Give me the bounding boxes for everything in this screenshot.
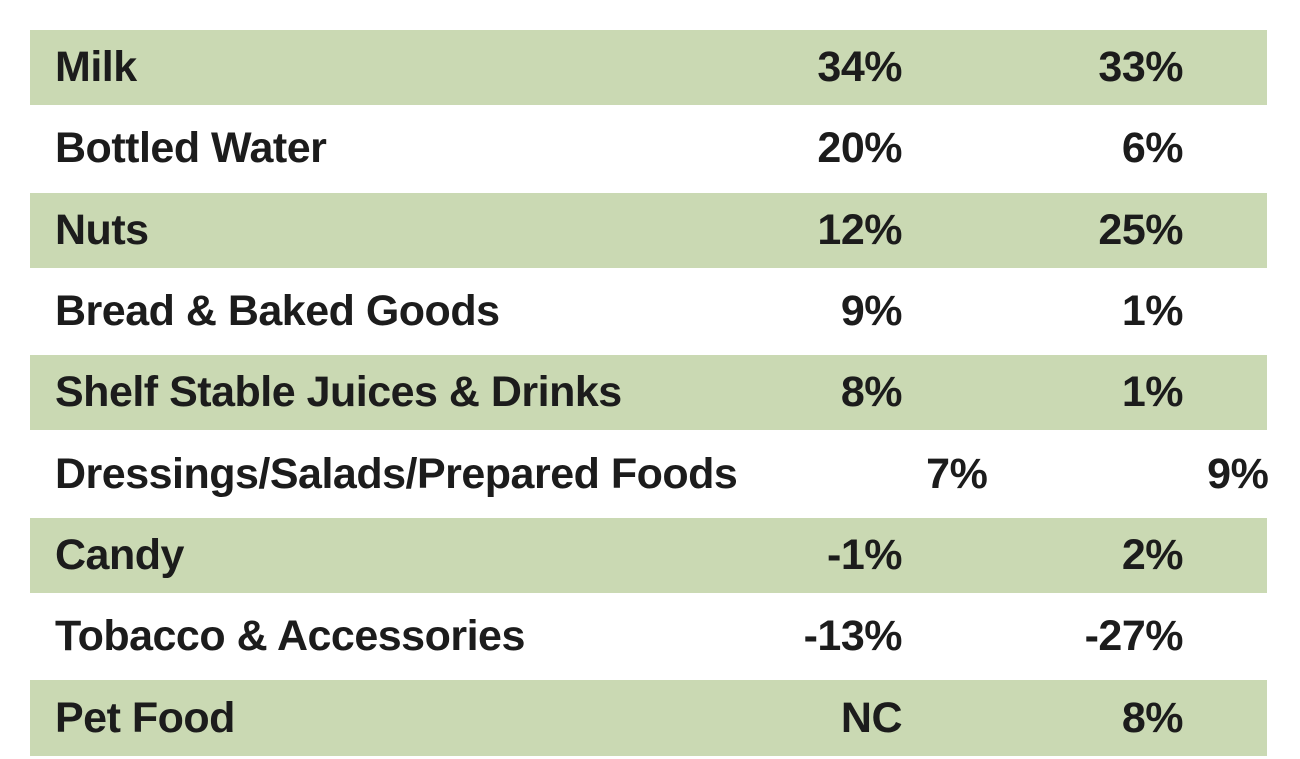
category-growth-table: Milk 34% 33% Bottled Water 20% 6% Nuts 1… (30, 27, 1269, 759)
table-row: Nuts 12% 25% (30, 189, 1267, 271)
table-row: Bottled Water 20% 6% (30, 108, 1267, 189)
category-cell: Candy (55, 530, 184, 579)
table-row: Tobacco & Accessories -13% -27% (30, 596, 1267, 677)
value2-cell: 8% (1121, 693, 1184, 742)
value2-cell: 6% (1121, 124, 1184, 173)
value1-cell: 34% (817, 43, 902, 92)
value2-cell: 1% (1121, 287, 1184, 336)
category-cell: Dressings/Salads/Prepared Foods (55, 449, 738, 498)
category-cell: Milk (55, 43, 137, 92)
table-row: Shelf Stable Juices & Drinks 8% 1% (30, 352, 1267, 434)
value2-cell: 9% (1207, 449, 1269, 498)
category-cell: Pet Food (55, 693, 235, 742)
value1-cell: NC (840, 693, 903, 742)
value1-cell: 9% (840, 287, 903, 336)
category-cell: Bread & Baked Goods (55, 287, 500, 336)
value1-cell: -1% (827, 530, 902, 579)
value1-cell: 12% (817, 205, 902, 254)
value2-cell: 1% (1121, 368, 1184, 417)
table-row: Dressings/Salads/Prepared Foods 7% 9% (30, 433, 1269, 514)
category-cell: Bottled Water (55, 124, 327, 173)
category-cell: Nuts (55, 205, 149, 254)
value2-cell: 25% (1098, 205, 1183, 254)
value2-cell: -27% (1084, 612, 1184, 661)
value1-cell: 20% (817, 124, 902, 173)
table-row: Bread & Baked Goods 9% 1% (30, 271, 1267, 352)
value2-cell: 2% (1121, 530, 1184, 579)
value2-cell: 33% (1098, 43, 1183, 92)
value1-cell: 8% (840, 368, 903, 417)
table-row: Milk 34% 33% (30, 27, 1267, 109)
table-row: Candy -1% 2% (30, 514, 1267, 597)
table-row: Pet Food NC 8% (30, 677, 1267, 759)
category-cell: Tobacco & Accessories (55, 612, 525, 661)
value1-cell: -13% (803, 612, 903, 661)
value1-cell: 7% (926, 449, 988, 498)
category-cell: Shelf Stable Juices & Drinks (55, 368, 622, 417)
